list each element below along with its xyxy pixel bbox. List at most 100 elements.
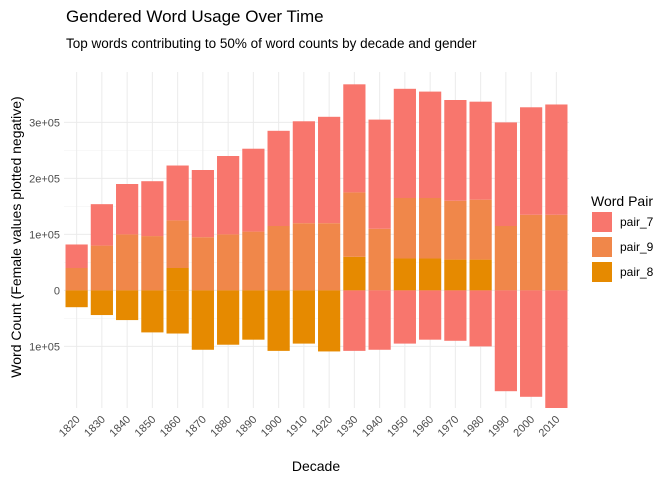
bar-pair-8-1970	[444, 259, 467, 291]
legend-label-pair-8: pair_8	[620, 265, 654, 279]
bars	[65, 84, 568, 408]
bar-pair-9-1910	[292, 223, 315, 291]
bar-pair-9-2010	[545, 214, 568, 291]
bar-pair-8-1920	[318, 290, 341, 352]
bar-pair-9-1870	[191, 237, 214, 291]
bar-pair-7-1870	[191, 170, 214, 238]
bar-pair-7-1920	[318, 116, 341, 224]
bar-pair-8-1840	[116, 290, 139, 321]
bar-pair-8-1950	[393, 258, 416, 291]
bar-pair-7-1940	[368, 290, 391, 350]
bar-pair-7-1860	[166, 165, 189, 221]
bar-pair-7-1950	[393, 290, 416, 344]
x-tick-label: 1880	[208, 414, 234, 440]
y-tick-label: 0	[54, 285, 60, 297]
legend-title: Word Pair	[591, 193, 653, 209]
bar-pair-9-1990	[494, 226, 517, 291]
bar-pair-9-2000	[520, 214, 543, 291]
bar-pair-7-1960	[419, 91, 442, 198]
legend-label-pair-7: pair_7	[620, 215, 654, 229]
bar-pair-7-1900	[267, 130, 290, 226]
bar-pair-8-1820	[65, 290, 88, 308]
x-tick-label: 1860	[158, 414, 184, 440]
bar-pair-9-1980	[469, 199, 492, 260]
bar-pair-7-1880	[217, 156, 240, 235]
bar-pair-8-1910	[292, 290, 315, 344]
chart-title: Gendered Word Usage Over Time	[66, 7, 324, 26]
x-tick-label: 1950	[385, 414, 411, 440]
bar-pair-8-1890	[242, 290, 265, 340]
legend-key-pair-9	[592, 237, 612, 257]
x-tick-label: 1820	[57, 414, 83, 440]
x-tick-label: 1940	[360, 414, 386, 440]
bar-pair-7-2000	[520, 107, 543, 215]
x-tick-label: 2000	[511, 414, 537, 440]
bar-pair-7-1990	[494, 290, 517, 392]
bar-pair-9-1920	[318, 223, 341, 291]
bar-pair-9-1840	[116, 234, 139, 291]
x-tick-label: 1930	[335, 414, 361, 440]
bar-pair-7-1980	[469, 101, 492, 200]
y-tick-label: 2e+05	[29, 173, 60, 185]
y-axis-ticks: 1e+05 0 1e+05 2e+05 3e+05	[29, 117, 60, 353]
bar-pair-7-1890	[242, 148, 265, 232]
bar-pair-9-1880	[217, 234, 240, 291]
y-tick-label: 1e+05	[29, 229, 60, 241]
bar-pair-7-1960	[419, 290, 442, 340]
bar-pair-7-1840	[116, 184, 139, 235]
x-tick-label: 1990	[486, 414, 512, 440]
bar-pair-7-2010	[545, 104, 568, 215]
bar-pair-7-2000	[520, 290, 543, 397]
bar-pair-9-1970	[444, 200, 467, 260]
bar-pair-8-1870	[191, 290, 214, 350]
legend-key-pair-7	[592, 212, 612, 232]
bar-pair-8-1860	[166, 290, 189, 334]
bar-pair-8-1860	[166, 268, 189, 291]
y-tick-label: 3e+05	[29, 117, 60, 129]
bar-pair-7-2010	[545, 290, 568, 408]
bar-pair-9-1860	[166, 220, 189, 268]
bar-pair-7-1830	[90, 204, 113, 246]
x-tick-label: 1960	[410, 414, 436, 440]
x-tick-label: 1970	[436, 414, 462, 440]
bar-pair-9-1930	[343, 192, 366, 257]
x-tick-label: 2010	[537, 414, 563, 440]
x-tick-label: 1910	[284, 414, 310, 440]
bar-pair-7-1980	[469, 290, 492, 347]
bar-pair-9-1890	[242, 231, 265, 291]
x-tick-label: 1980	[461, 414, 487, 440]
bar-pair-8-1960	[419, 258, 442, 291]
bar-pair-9-1940	[368, 228, 391, 291]
x-tick-label: 1850	[133, 414, 159, 440]
chart-subtitle: Top words contributing to 50% of word co…	[66, 36, 477, 51]
bar-pair-9-1830	[90, 245, 113, 291]
bar-pair-7-1820	[65, 244, 88, 268]
legend-label-pair-9: pair_9	[620, 240, 654, 254]
bar-pair-7-1940	[368, 119, 391, 229]
legend-key-pair-8	[592, 262, 612, 282]
x-tick-label: 1870	[183, 414, 209, 440]
bar-pair-7-1970	[444, 100, 467, 201]
bar-pair-8-1900	[267, 290, 290, 351]
bar-pair-7-1990	[494, 122, 517, 226]
bar-pair-7-1970	[444, 290, 467, 341]
bar-pair-8-1830	[90, 290, 113, 316]
x-tick-label: 1890	[234, 414, 260, 440]
y-tick-label: 1e+05	[29, 341, 60, 353]
y-axis-title: Word Count (Female values plotted negati…	[8, 96, 24, 377]
bar-pair-9-1950	[393, 198, 416, 259]
bar-pair-7-1910	[292, 121, 315, 224]
bar-pair-7-1850	[141, 181, 164, 237]
bar-pair-7-1950	[393, 88, 416, 198]
x-axis-ticks: 1820 1830 1840 1850 1860 1870 1880 1890 1900 1910…	[57, 414, 563, 440]
bar-pair-7-1930	[343, 84, 366, 193]
bar-pair-9-1960	[419, 198, 442, 259]
bar-pair-8-1880	[217, 290, 240, 345]
bar-pair-8-1850	[141, 290, 164, 333]
grid	[64, 72, 569, 408]
x-axis-title: Decade	[292, 458, 340, 474]
x-tick-label: 1920	[309, 414, 335, 440]
x-tick-label: 1900	[259, 414, 285, 440]
bar-pair-7-1930	[343, 290, 366, 351]
bar-pair-9-1850	[141, 236, 164, 291]
